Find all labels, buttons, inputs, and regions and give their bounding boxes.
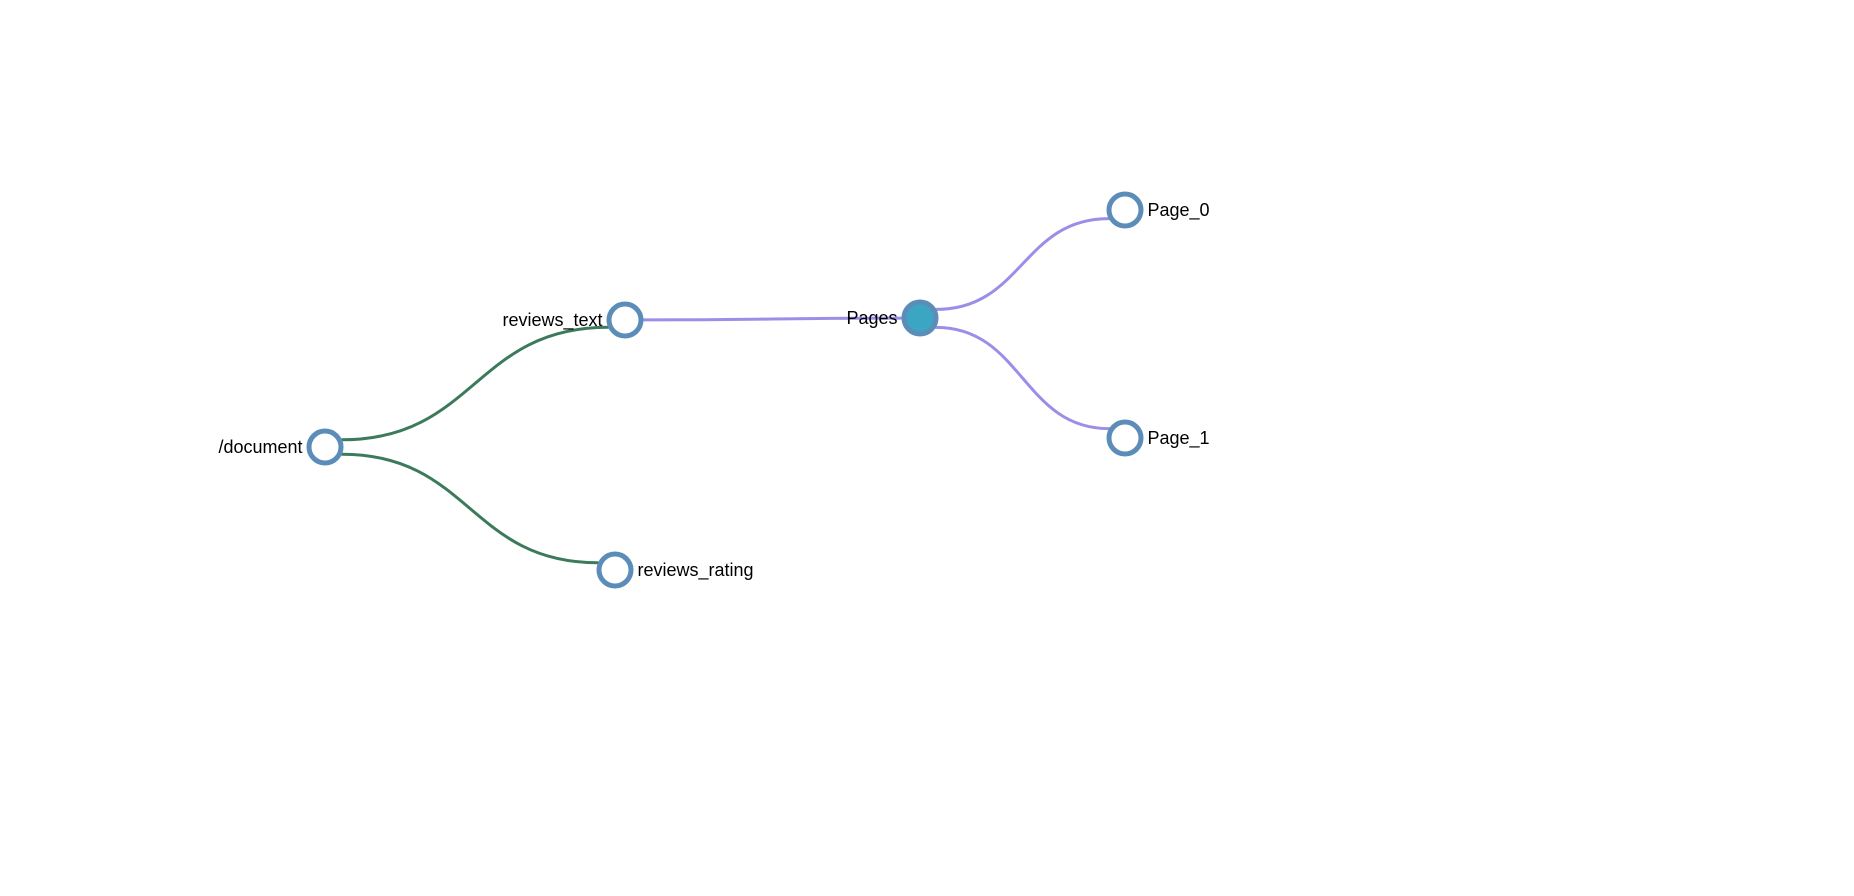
graph-canvas[interactable]: /document reviews_text reviews_rating Pages… [0,0,1854,896]
node-label-reviews_rating: reviews_rating [638,560,754,581]
node-page_0[interactable] [1109,194,1141,226]
node-label-reviews_text: reviews_text [502,310,602,331]
edge-pages-page_1[interactable] [936,327,1109,428]
edges-group [342,219,1109,563]
node-document[interactable] [309,431,341,463]
node-reviews_text[interactable] [609,304,641,336]
edge-document-reviews_rating[interactable] [342,454,598,563]
edge-document-reviews_text[interactable] [342,327,608,440]
node-label-pages: Pages [846,308,897,328]
node-reviews_rating[interactable] [599,554,631,586]
node-label-document: /document [218,437,302,457]
nodes-group: /document reviews_text reviews_rating Pages… [218,194,1209,586]
node-label-page_0: Page_0 [1148,200,1210,221]
node-pages[interactable] [904,302,936,334]
node-page_1[interactable] [1109,422,1141,454]
node-label-page_1: Page_1 [1148,428,1210,449]
edge-pages-page_0[interactable] [936,219,1108,310]
